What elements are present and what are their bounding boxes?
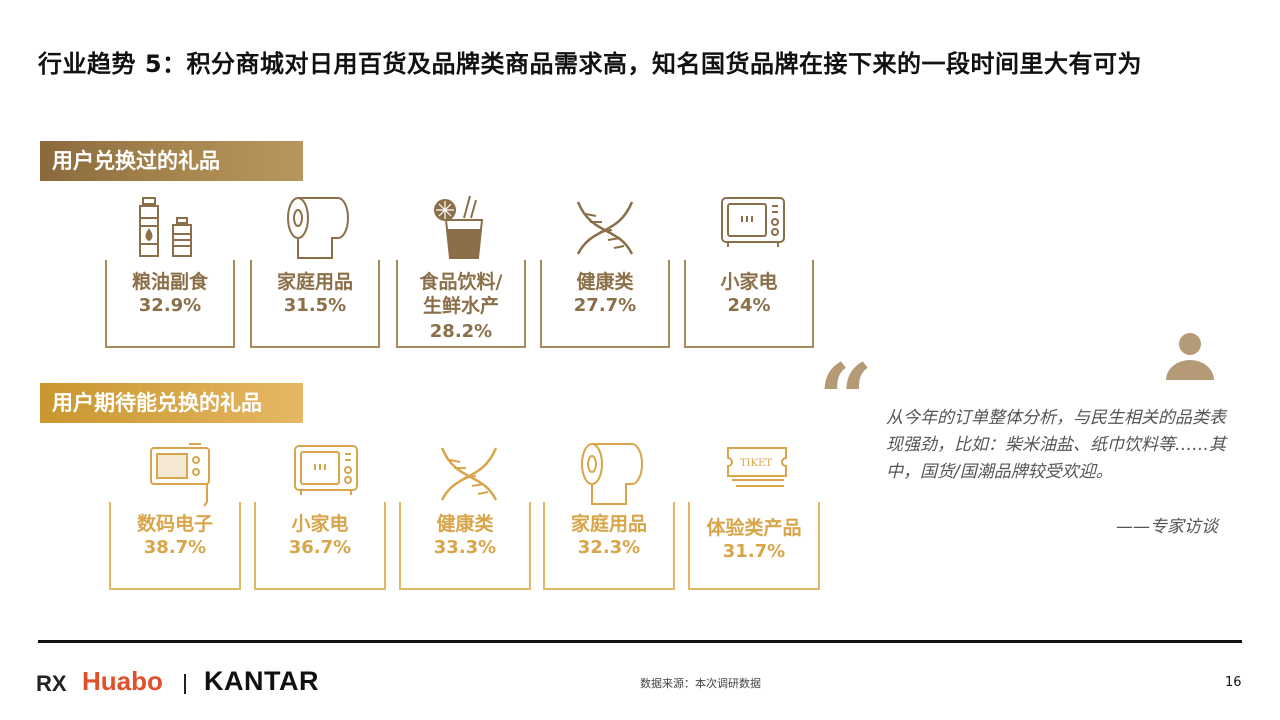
section-heading-expected: 用户期待能兑换的礼品 <box>40 383 303 423</box>
wish-card-small-appliance: 小家电 36.7% <box>254 502 386 590</box>
gift-card-small-appliance: 小家电 24% <box>684 260 814 348</box>
wish-percent: 33.3% <box>433 537 497 558</box>
wish-percent: 32.3% <box>577 537 641 558</box>
bottles-icon <box>139 197 192 257</box>
gift-label: 食品饮料/ <box>419 271 503 293</box>
paper-roll-icon <box>581 443 643 505</box>
gift-card-food-beverage: 食品饮料/ 生鲜水产 28.2% <box>396 260 526 348</box>
gift-percent: 24% <box>727 295 771 316</box>
dna-icon <box>576 201 634 255</box>
wish-label: 健康类 <box>436 513 494 535</box>
wish-label: 小家电 <box>291 513 349 535</box>
data-source: 数据来源：本次调研数据 <box>640 677 761 690</box>
gift-card-grain-oil: 粮油副食 32.9% <box>105 260 235 348</box>
page-title: 行业趋势 5：积分商城对日用百货及品牌类商品需求高，知名国货品牌在接下来的一段时… <box>38 50 1143 78</box>
wish-percent: 31.7% <box>722 541 786 562</box>
microwave-icon <box>294 445 358 495</box>
gift-label: 健康类 <box>576 271 634 293</box>
wish-label: 数码电子 <box>136 513 213 535</box>
wish-card-experience: 体验类产品 31.7% <box>688 502 820 590</box>
wish-card-digital: 数码电子 38.7% <box>109 502 241 590</box>
gift-label: 粮油副食 <box>131 271 208 293</box>
gift-card-household: 家庭用品 31.5% <box>250 260 380 348</box>
ticket-icon: TIKET <box>727 447 787 487</box>
wish-label: 体验类产品 <box>706 517 802 539</box>
page-number: 16 <box>1225 675 1242 690</box>
gift-card-health: 健康类 27.7% <box>540 260 670 348</box>
gift-percent: 27.7% <box>573 295 637 316</box>
gift-percent: 28.2% <box>429 321 493 342</box>
rx-logo: RX <box>36 671 67 696</box>
microwave-icon <box>721 197 785 247</box>
section-heading-redeemed: 用户兑换过的礼品 <box>40 141 303 181</box>
drink-icon <box>434 195 484 259</box>
expert-quote: 从今年的订单整体分析，与民生相关的品类表现强劲，比如：柴米油盐、纸巾饮料等……其… <box>886 408 1226 482</box>
logo-separator <box>184 674 186 694</box>
gift-label: 家庭用品 <box>276 271 353 293</box>
wish-percent: 38.7% <box>143 537 207 558</box>
device-icon <box>150 443 210 507</box>
wish-label: 家庭用品 <box>570 513 647 535</box>
gift-label: 小家电 <box>720 271 778 293</box>
wish-percent: 36.7% <box>288 537 352 558</box>
wish-card-household: 家庭用品 32.3% <box>543 502 675 590</box>
gift-label-line2: 生鲜水产 <box>422 295 499 317</box>
person-icon <box>1166 333 1214 380</box>
footer-divider <box>38 640 1242 643</box>
dna-icon <box>440 447 498 501</box>
quote-mark-icon: “ <box>818 343 874 456</box>
quote-attribution: ——专家访谈 <box>1116 517 1218 537</box>
huabo-logo: Huabo <box>82 666 163 696</box>
gift-percent: 32.9% <box>138 295 202 316</box>
kantar-logo: KANTAR <box>204 666 319 696</box>
svg-text:TIKET: TIKET <box>740 458 772 469</box>
gift-percent: 31.5% <box>283 295 347 316</box>
paper-roll-icon <box>287 197 349 259</box>
wish-card-health: 健康类 33.3% <box>399 502 531 590</box>
